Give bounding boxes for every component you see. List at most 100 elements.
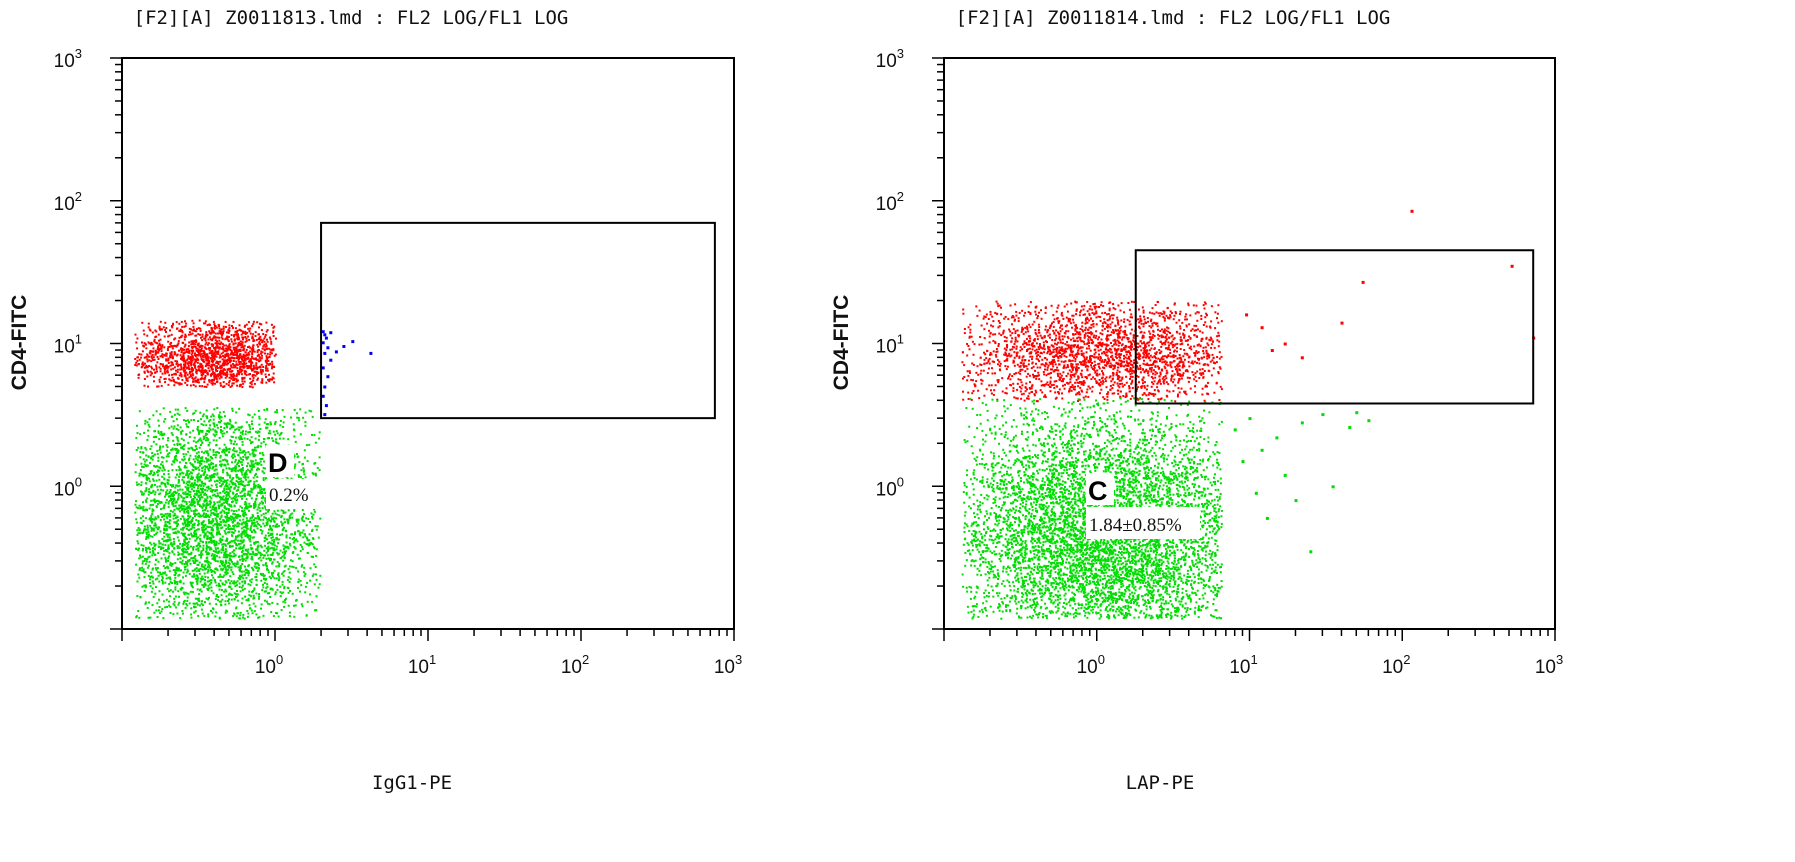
- event-dot: [174, 576, 177, 579]
- event-dot: [142, 492, 145, 495]
- event-dot: [160, 513, 163, 516]
- event-dot: [210, 331, 213, 334]
- event-dot: [168, 583, 171, 585]
- event-dot: [193, 486, 196, 489]
- event-dot: [299, 534, 302, 537]
- event-dot: [200, 565, 203, 568]
- event-dot: [212, 541, 215, 544]
- event-dot: [252, 602, 255, 605]
- event-dot: [246, 465, 248, 468]
- event-dot: [224, 498, 227, 501]
- event-dot: [178, 475, 181, 478]
- event-dot: [157, 339, 160, 342]
- event-dot: [256, 549, 259, 552]
- event-dot: [143, 384, 146, 387]
- event-dot: [156, 348, 159, 351]
- event-dot: [210, 581, 213, 584]
- event-dot: [269, 353, 272, 356]
- event-dot: [141, 549, 144, 552]
- event-dot: [211, 490, 213, 493]
- event-dot: [174, 595, 177, 598]
- event-dot: [168, 491, 171, 493]
- event-dot: [308, 539, 311, 542]
- event-dot: [242, 616, 244, 619]
- event-dot: [217, 527, 220, 530]
- event-dot: [200, 371, 203, 374]
- event-dot: [256, 351, 259, 354]
- event-dot: [163, 378, 166, 380]
- event-dot: [212, 449, 215, 451]
- event-dot: [173, 540, 176, 543]
- event-dot: [317, 536, 320, 539]
- event-dot: [169, 581, 172, 584]
- event-dot: [309, 521, 311, 523]
- event-dot: [213, 475, 216, 478]
- event-dot: [172, 420, 175, 423]
- event-dot: [176, 558, 179, 561]
- event-dot: [193, 605, 196, 608]
- event-dot: [192, 602, 195, 605]
- event-dot: [226, 491, 229, 494]
- event-dot: [309, 543, 311, 546]
- event-dot: [317, 586, 320, 589]
- event-dot: [205, 513, 208, 515]
- event-dot: [185, 493, 187, 496]
- event-dot: [256, 321, 259, 324]
- event-dot: [257, 486, 260, 489]
- event-dot: [207, 467, 210, 470]
- event-dot: [155, 479, 158, 482]
- event-dot: [258, 360, 260, 363]
- event-dot: [151, 343, 154, 346]
- event-dot: [203, 515, 206, 518]
- event-dot: [153, 430, 156, 433]
- event-dot: [178, 469, 181, 471]
- event-dot: [140, 522, 143, 525]
- event-dot: [218, 478, 221, 481]
- event-dot: [311, 517, 314, 520]
- event-dot: [261, 369, 264, 372]
- event-dot: [315, 554, 318, 557]
- event-dot: [268, 378, 271, 381]
- event-dot: [319, 517, 322, 520]
- event-dot: [160, 481, 163, 484]
- event-dot: [253, 610, 256, 613]
- event-dot: [266, 437, 269, 440]
- event-dot: [149, 352, 152, 355]
- event-dot: [162, 407, 165, 410]
- event-dot: [160, 431, 163, 433]
- event-dot: [235, 606, 238, 609]
- event-dot: [204, 375, 207, 377]
- event-dot: [148, 355, 150, 358]
- event-dot: [183, 455, 186, 458]
- event-dot: [153, 493, 156, 496]
- event-dot: [241, 467, 244, 469]
- event-dot: [212, 592, 215, 595]
- event-dot: [221, 568, 224, 571]
- event-dot: [261, 339, 264, 342]
- event-dot: [213, 469, 216, 472]
- event-dot: [177, 494, 180, 497]
- event-dot: [165, 364, 168, 367]
- event-dot: [248, 338, 251, 341]
- event-dot: [236, 584, 238, 587]
- event-dot: [190, 367, 193, 369]
- event-dot: [302, 536, 305, 539]
- event-dot: [242, 480, 245, 483]
- event-dot: [154, 524, 157, 527]
- event-dot: [179, 617, 182, 620]
- event-dot: [228, 495, 231, 498]
- event-dot: [173, 491, 175, 494]
- event-dot: [311, 528, 314, 531]
- event-dot: [264, 418, 267, 421]
- event-dot: [146, 358, 149, 361]
- event-dot: [250, 362, 253, 365]
- event-dot: [173, 553, 176, 556]
- event-dot: [223, 451, 226, 454]
- event-dot: [250, 595, 253, 598]
- event-dot: [236, 335, 239, 338]
- event-dot: [153, 499, 156, 502]
- event-dot: [196, 357, 199, 360]
- event-dot: [270, 571, 273, 574]
- event-dot: [241, 369, 244, 372]
- event-dot: [145, 448, 148, 451]
